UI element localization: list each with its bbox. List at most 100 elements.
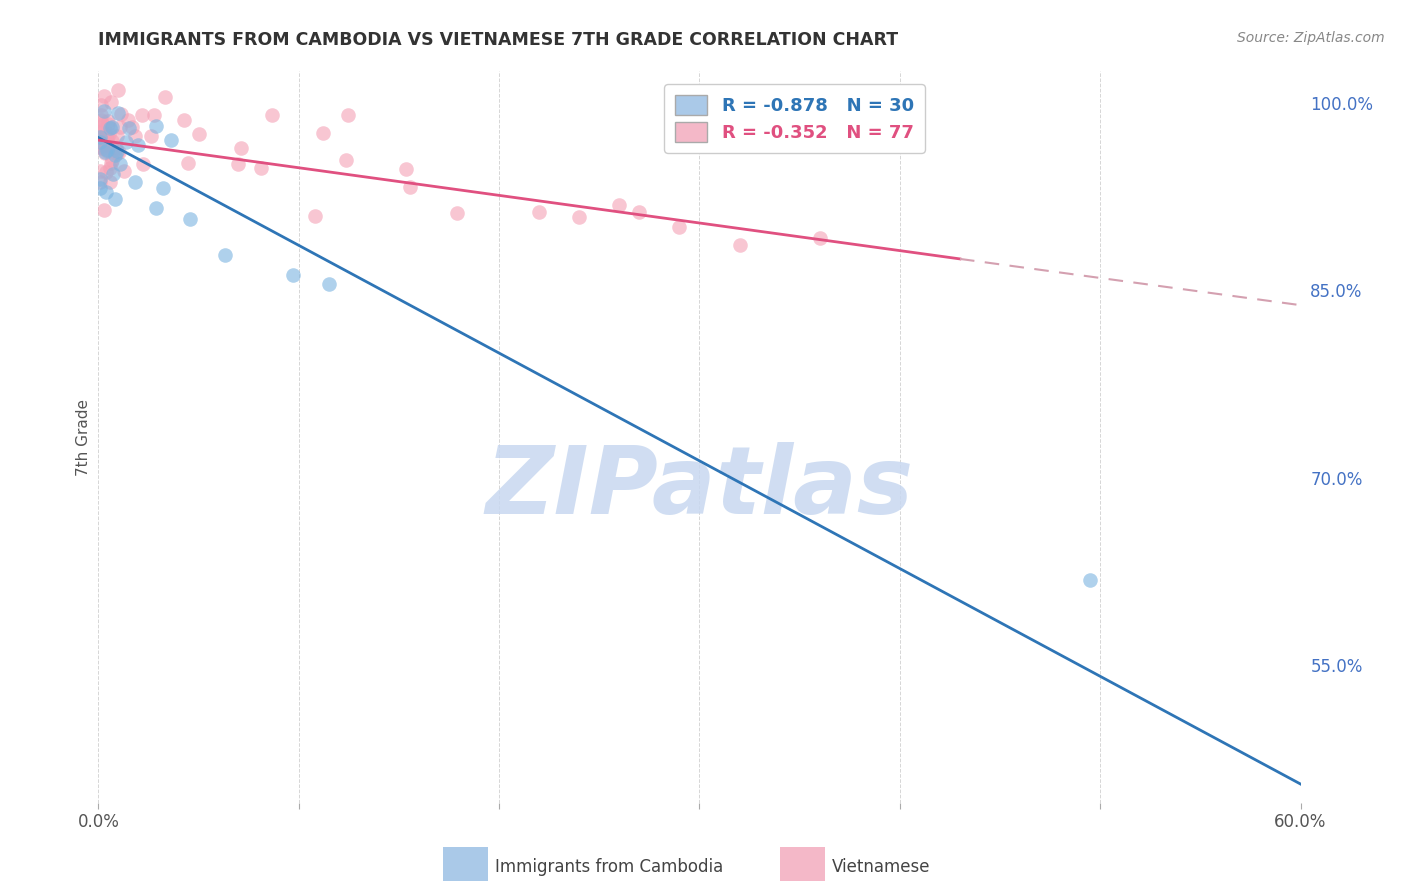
Point <box>98 127 121 141</box>
Point <box>105 128 128 143</box>
Point <box>101 153 124 168</box>
Point <box>105 146 128 161</box>
Text: Source: ZipAtlas.com: Source: ZipAtlas.com <box>1237 31 1385 45</box>
Point <box>94 137 117 152</box>
Point <box>118 120 141 135</box>
Point <box>89 131 111 145</box>
Point <box>105 141 128 155</box>
Point <box>98 121 121 136</box>
Point <box>529 204 551 219</box>
Point <box>101 120 124 135</box>
Point <box>628 204 651 219</box>
Point <box>91 136 114 151</box>
Point <box>132 157 155 171</box>
Point <box>229 141 252 155</box>
Point <box>94 128 117 143</box>
Point <box>110 157 132 171</box>
Point <box>214 248 236 262</box>
Point <box>139 129 162 144</box>
Point <box>145 119 167 133</box>
Point <box>153 90 176 104</box>
Point <box>312 126 335 140</box>
Point <box>93 103 115 118</box>
Point <box>131 108 153 122</box>
Point <box>89 108 111 122</box>
Point <box>89 130 111 145</box>
Point <box>100 155 122 169</box>
Text: ZIPatlas: ZIPatlas <box>485 442 914 534</box>
Point <box>100 95 122 110</box>
Point <box>93 202 115 217</box>
Point <box>304 210 326 224</box>
Point <box>1078 573 1101 587</box>
Point <box>260 108 283 122</box>
Point <box>105 144 128 158</box>
Point <box>173 113 195 128</box>
Point <box>104 148 127 162</box>
Point <box>93 136 115 150</box>
Point <box>728 237 751 252</box>
Point <box>96 165 118 179</box>
Point <box>318 277 340 291</box>
Point <box>808 230 831 244</box>
Point <box>336 108 359 122</box>
Point <box>112 164 135 178</box>
Point <box>104 192 127 206</box>
Y-axis label: 7th Grade: 7th Grade <box>76 399 91 475</box>
Point <box>101 134 124 148</box>
Point <box>94 127 117 141</box>
Point <box>96 132 118 146</box>
Point <box>89 164 111 178</box>
Point <box>399 179 422 194</box>
Point <box>94 146 117 161</box>
Point <box>107 83 129 97</box>
Point <box>226 157 249 171</box>
Point <box>97 113 120 128</box>
Point <box>142 108 165 122</box>
Point <box>108 145 131 159</box>
Point <box>89 125 111 139</box>
Point <box>94 186 117 200</box>
Point <box>90 141 112 155</box>
Point <box>152 180 174 194</box>
Point <box>177 156 200 170</box>
Point <box>96 135 118 149</box>
Point <box>98 175 121 189</box>
Point <box>335 153 357 167</box>
Point <box>96 128 118 143</box>
Point <box>93 89 115 103</box>
Point <box>91 119 114 133</box>
Point <box>90 139 112 153</box>
Point <box>89 123 111 137</box>
Point <box>89 133 111 147</box>
Point <box>446 206 468 220</box>
Point <box>96 143 118 157</box>
Point <box>89 136 111 150</box>
Point <box>124 128 146 143</box>
Point <box>668 219 690 234</box>
Point <box>568 210 591 224</box>
Text: Immigrants from Cambodia: Immigrants from Cambodia <box>495 858 723 876</box>
Point <box>101 141 124 155</box>
Point <box>249 161 271 175</box>
Point <box>609 197 631 211</box>
Point <box>96 145 118 159</box>
Point <box>107 105 129 120</box>
Point <box>281 268 304 282</box>
Point <box>98 161 121 175</box>
Text: IMMIGRANTS FROM CAMBODIA VS VIETNAMESE 7TH GRADE CORRELATION CHART: IMMIGRANTS FROM CAMBODIA VS VIETNAMESE 7… <box>98 31 898 49</box>
Point <box>108 120 131 134</box>
Point <box>114 135 136 149</box>
Point <box>127 138 149 153</box>
Point <box>97 137 120 152</box>
Point <box>89 180 111 194</box>
Point <box>90 98 112 112</box>
Point <box>97 117 120 131</box>
Point <box>124 175 146 189</box>
Point <box>89 139 111 153</box>
Point <box>89 129 111 144</box>
Point <box>89 175 111 189</box>
Text: Vietnamese: Vietnamese <box>832 858 931 876</box>
Point <box>93 145 115 160</box>
Point <box>187 127 209 141</box>
